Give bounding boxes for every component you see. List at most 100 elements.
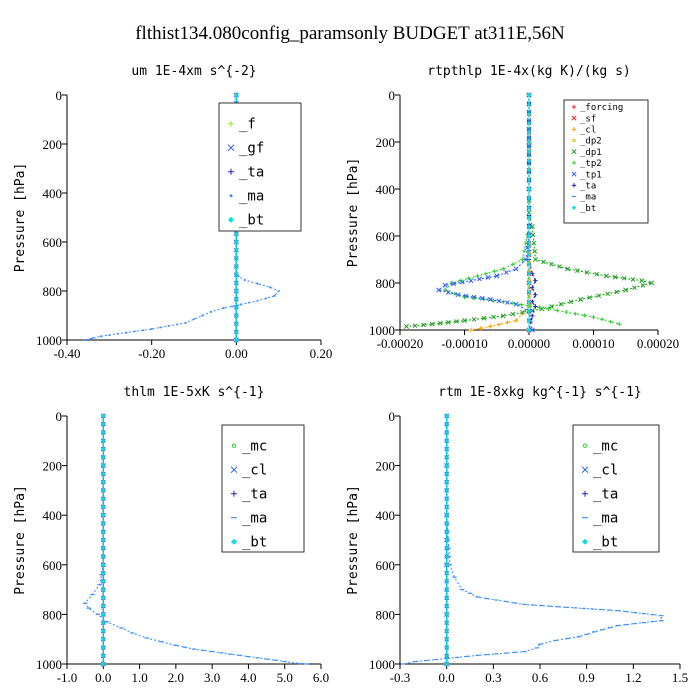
data-point xyxy=(492,269,497,274)
data-point xyxy=(101,653,106,658)
data-point xyxy=(527,215,531,220)
x-tick-label: 3.0 xyxy=(204,670,220,685)
data-point xyxy=(527,271,531,276)
data-point xyxy=(101,496,106,501)
data-point xyxy=(167,324,170,327)
legend-entry: _ma xyxy=(593,511,618,527)
legend-marker xyxy=(231,490,237,497)
data-point xyxy=(444,447,449,452)
y-tick-label: 400 xyxy=(43,508,63,523)
data-point xyxy=(444,480,449,485)
y-tick-label: 400 xyxy=(376,508,396,523)
data-point xyxy=(532,256,539,263)
data-point xyxy=(234,337,239,343)
panel-rtm: rtm 1E-8xkg kg^{-1} s^{-1} 0 200 400 600 800 1… xyxy=(346,385,688,685)
data-point xyxy=(500,313,506,319)
data-point xyxy=(234,256,239,261)
legend-entry: _cl xyxy=(580,125,596,135)
data-point xyxy=(468,278,474,284)
data-point xyxy=(101,637,106,642)
data-point xyxy=(101,661,106,667)
legend-entry: _tp1 xyxy=(580,170,602,180)
legend-entry: _dp1 xyxy=(580,148,602,158)
data-point xyxy=(133,330,136,333)
data-point xyxy=(481,315,487,321)
panel-um: um 1E-4xm s^{-2} 0 200 400 600 800 1000-0.40 -0… xyxy=(13,64,332,361)
data-point xyxy=(444,529,449,534)
data-point xyxy=(501,266,506,272)
data-point xyxy=(527,177,531,182)
legend-entry: _cl xyxy=(593,463,618,479)
legend-marker xyxy=(581,466,589,474)
legend-marker xyxy=(229,194,233,198)
data-point xyxy=(101,455,106,460)
data-point xyxy=(101,413,106,419)
data-point xyxy=(505,320,510,325)
legend-rtm: _mc _cl _ta _ma _bt xyxy=(572,424,660,553)
data-point xyxy=(623,287,629,293)
legend-entry: _ta xyxy=(580,181,596,191)
data-point xyxy=(444,587,449,592)
data-point xyxy=(527,243,531,248)
data-point xyxy=(578,296,584,303)
legend-marker xyxy=(227,144,235,152)
data-point xyxy=(520,310,525,315)
data-point xyxy=(193,318,195,321)
x-tick-label: 0.3 xyxy=(485,670,501,685)
data-point xyxy=(527,121,531,126)
data-point xyxy=(444,455,449,460)
legend-entry: _bt xyxy=(580,204,596,214)
y-tick-label: 200 xyxy=(376,459,396,474)
data-point xyxy=(101,488,106,493)
data-point xyxy=(444,488,449,493)
data-point xyxy=(530,285,535,290)
data-point xyxy=(444,513,449,518)
y-axis-label: Pressure [hPa] xyxy=(346,485,361,595)
data-point xyxy=(403,323,410,330)
data-point xyxy=(513,301,519,307)
y-tick-label: 1000 xyxy=(369,657,395,672)
series-line xyxy=(402,416,662,665)
data-point xyxy=(101,463,106,468)
data-point xyxy=(537,305,542,310)
legend-marker xyxy=(571,104,577,110)
data-point xyxy=(412,323,418,329)
data-point xyxy=(101,438,106,443)
data-point xyxy=(444,653,449,658)
data-point xyxy=(91,337,94,340)
data-point xyxy=(248,301,251,304)
legend-marker xyxy=(230,466,238,474)
data-point xyxy=(532,248,537,254)
data-point xyxy=(116,332,119,335)
data-point xyxy=(461,318,468,324)
x-tick-label: -1.0 xyxy=(57,670,78,685)
y-tick-label: 1000 xyxy=(36,333,62,348)
series-bt xyxy=(526,92,532,333)
y-tick-label: 400 xyxy=(376,182,396,197)
series-bt xyxy=(101,413,106,667)
data-point xyxy=(546,306,551,312)
panel-rtpthlp: rtpthlp 1E-4x(kg K)/(kg s) 0 200 400 600 800 1… xyxy=(346,64,679,351)
y-tick-label: 1000 xyxy=(369,323,395,338)
data-point xyxy=(234,248,239,253)
y-tick-label: 800 xyxy=(376,607,396,622)
data-point xyxy=(444,438,449,443)
data-point xyxy=(541,259,546,265)
data-point xyxy=(142,329,145,332)
x-tick-label: 0.00000 xyxy=(508,336,550,351)
data-point xyxy=(471,294,477,300)
data-point xyxy=(101,471,106,476)
data-point xyxy=(496,322,501,327)
data-point xyxy=(444,612,449,617)
legend-entry: _forcing xyxy=(580,103,623,113)
data-point xyxy=(256,282,259,285)
legend-marker xyxy=(231,443,237,448)
y-tick-label: 0 xyxy=(56,88,63,103)
legend-entry: _ma xyxy=(239,189,264,205)
data-point xyxy=(234,305,239,310)
x-tick-label: 0.6 xyxy=(532,670,549,685)
legend-entry: _ta xyxy=(242,487,267,503)
legend-box xyxy=(218,102,302,232)
data-point xyxy=(600,317,605,322)
data-point xyxy=(591,314,596,320)
